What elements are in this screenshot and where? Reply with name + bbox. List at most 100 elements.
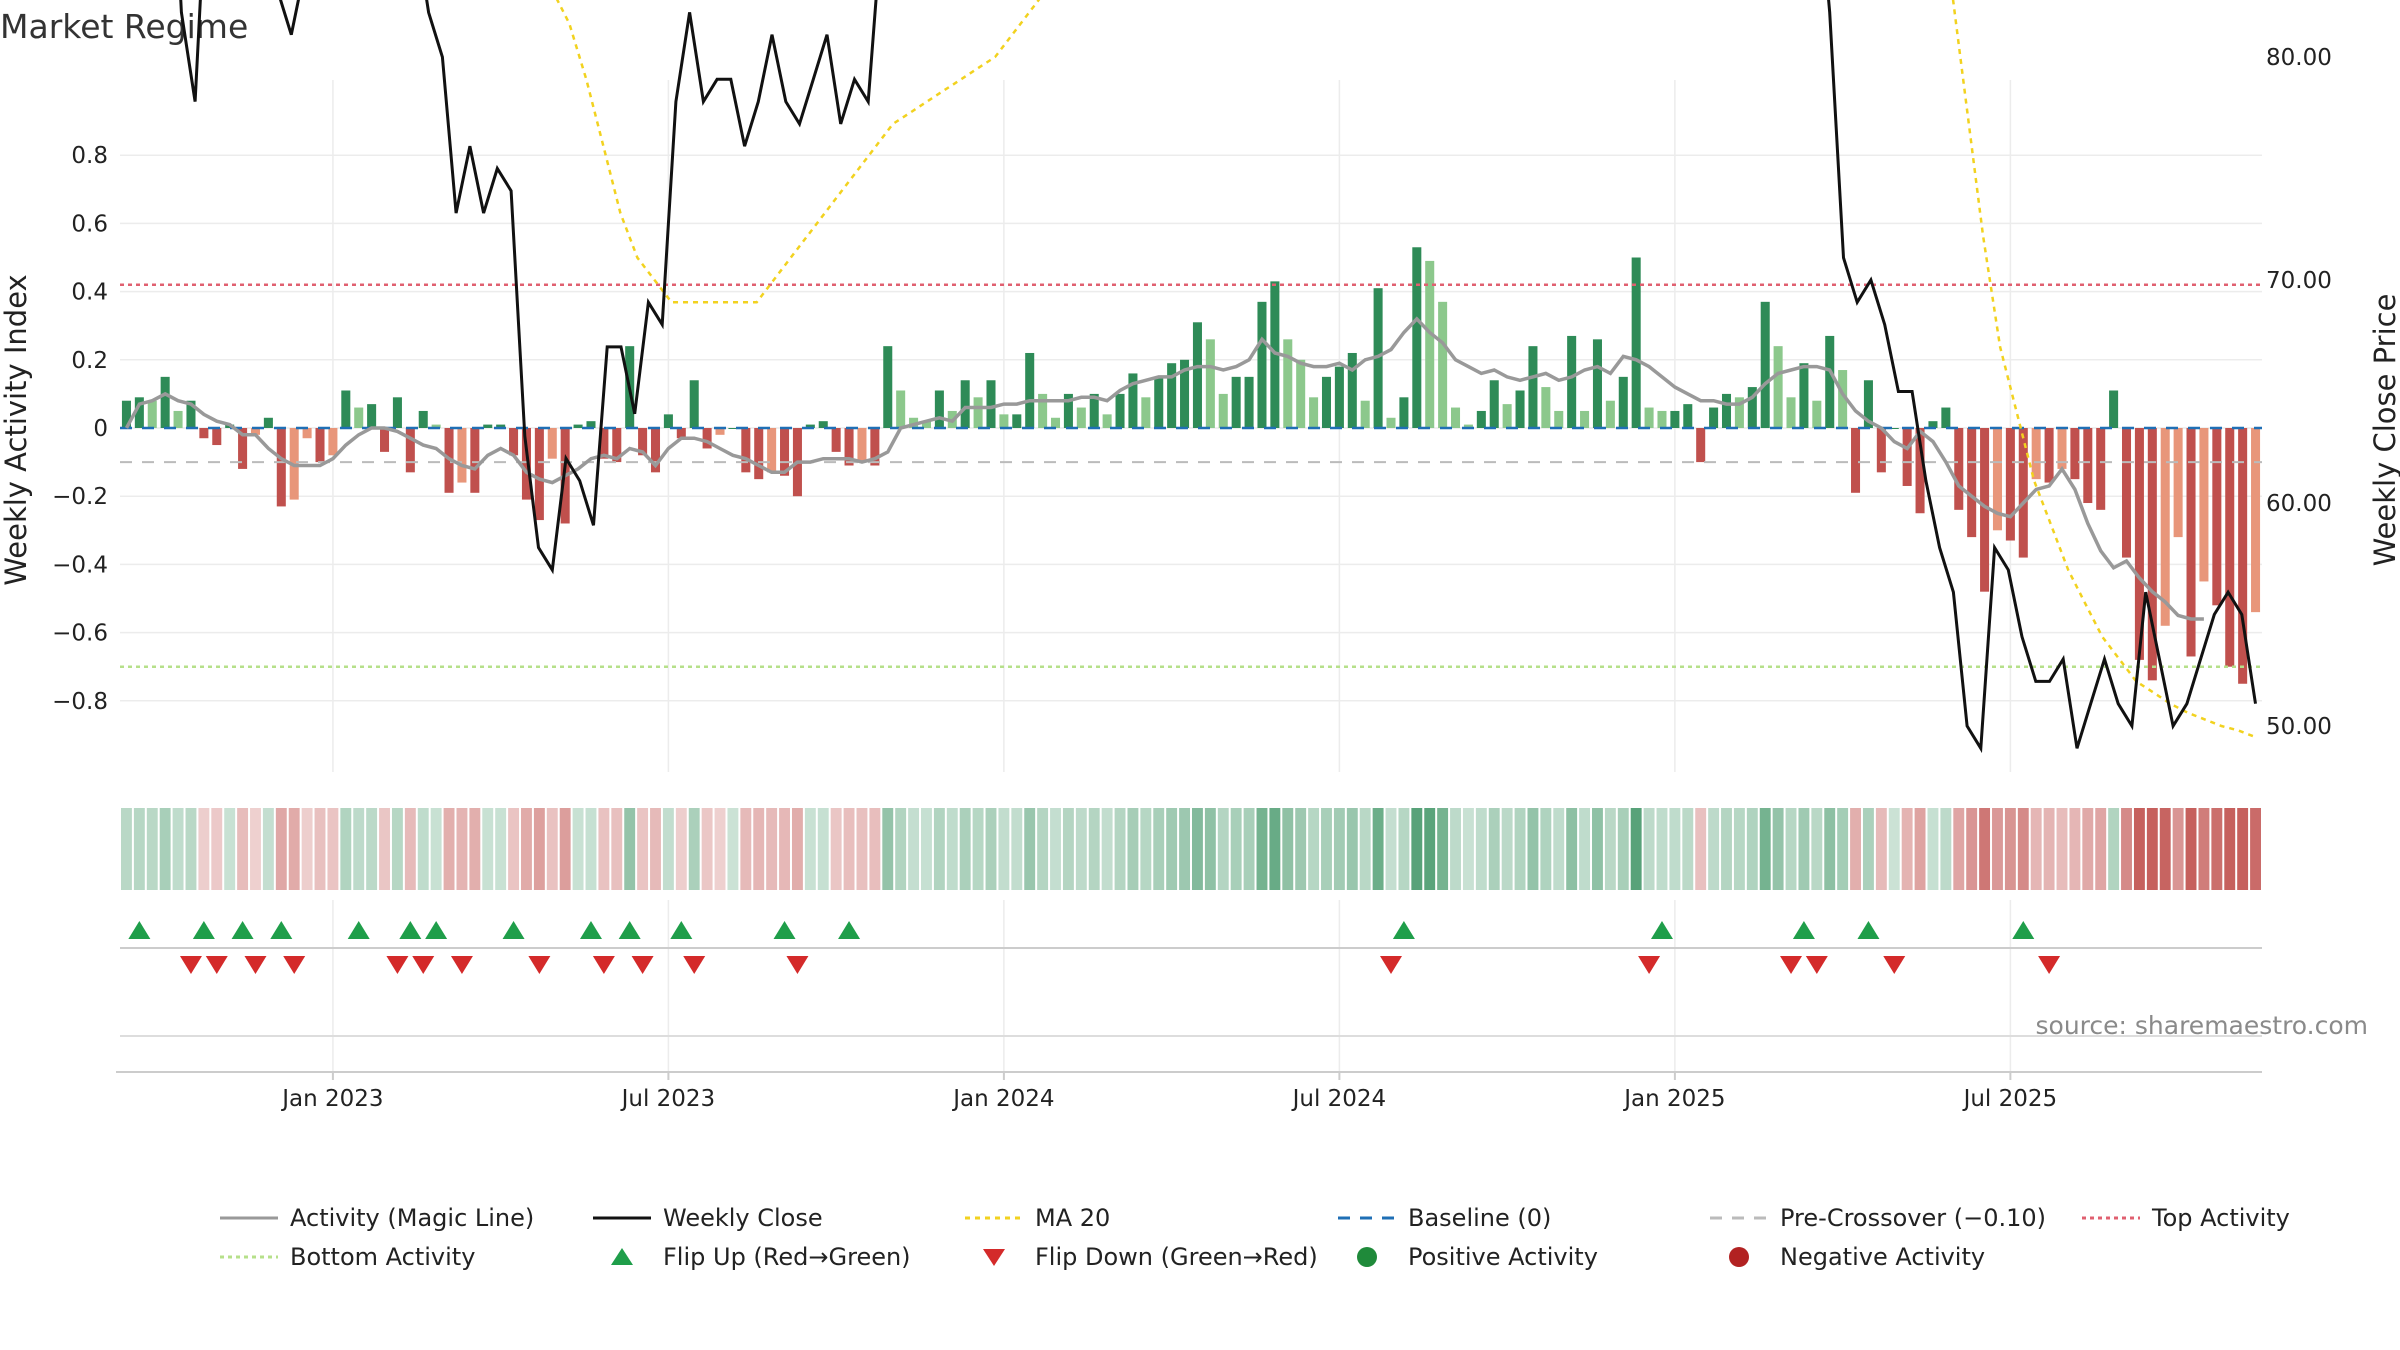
activity-bar [238, 428, 248, 469]
strip-cell [237, 808, 249, 890]
x-tick-label: Jul 2024 [1291, 1086, 1387, 1112]
strip-cell [1398, 808, 1410, 890]
strip-cell [1333, 808, 1345, 890]
strip-cell [1475, 808, 1487, 890]
strip-cell [1759, 808, 1771, 890]
strip-cell [1282, 808, 1294, 890]
strip-cell [675, 808, 687, 890]
activity-bar [1321, 376, 1332, 428]
flip-down-marker [2038, 956, 2061, 974]
activity-bar [1141, 397, 1151, 428]
strip-cell [495, 808, 507, 890]
y-left-tick-label: 0.2 [71, 348, 108, 374]
y-left-tick-label: −0.6 [52, 621, 108, 647]
flip-up-marker [618, 921, 641, 939]
magic-line [124, 316, 2204, 621]
activity-bar [831, 428, 841, 452]
flip-up-marker [1792, 921, 1815, 939]
flip-up-marker [838, 921, 861, 939]
activity-bar [1799, 363, 1809, 428]
strip-cell [2211, 808, 2223, 890]
x-tick-label: Jan 2024 [951, 1086, 1054, 1112]
activity-bar [186, 400, 196, 428]
strip-cell [1256, 808, 1268, 890]
strip-cell [2224, 808, 2236, 890]
activity-bar [1528, 346, 1538, 428]
activity-bar [147, 400, 157, 428]
flip-up-marker [1857, 921, 1880, 939]
strip-cell [1682, 808, 1694, 890]
legend-label: Flip Up (Red→Green) [663, 1243, 911, 1271]
activity-bar [134, 397, 144, 428]
activity-bar [1102, 414, 1112, 428]
flip-down-marker [450, 956, 473, 974]
activity-bar [2199, 428, 2209, 582]
activity-bar [2005, 428, 2015, 541]
strip-cell [701, 808, 713, 890]
strip-cell [1966, 808, 1978, 890]
activity-bar [1515, 390, 1525, 428]
weekly-close-line [179, 0, 2257, 754]
activity-bar [354, 407, 364, 428]
activity-bar [767, 428, 777, 473]
activity-bar [1851, 428, 1861, 493]
legend-label: Top Activity [2151, 1204, 2290, 1232]
strip-cell [275, 808, 287, 890]
legend-item: Pre-Crossover (−0.10) [1710, 1204, 2046, 1232]
strip-cell [1037, 808, 1049, 890]
legend-label: Activity (Magic Line) [290, 1204, 534, 1232]
strip-cell [1230, 808, 1242, 890]
activity-bar [612, 428, 622, 463]
activity-bar [1721, 393, 1732, 428]
strip-cell [714, 808, 726, 890]
activity-bar [1941, 407, 1951, 428]
activity-bar [1786, 397, 1796, 428]
activity-bar [1605, 400, 1615, 428]
strip-cell [791, 808, 803, 890]
activity-bar [250, 428, 261, 435]
activity-bar [160, 376, 170, 428]
flip-down-marker [786, 956, 809, 974]
activity-bar [1889, 428, 1899, 429]
activity-bar [392, 397, 402, 428]
strip-cell [1024, 808, 1036, 890]
strip-cell [1785, 808, 1797, 890]
legend-label: Positive Activity [1408, 1243, 1598, 1271]
strip-cell [1411, 808, 1423, 890]
strip-cell [1243, 808, 1255, 890]
x-tick-label: Jul 2023 [620, 1086, 716, 1112]
strip-cell [2108, 808, 2120, 890]
activity-bar [921, 421, 931, 428]
strip-cell [1862, 808, 1874, 890]
strip-cell [1385, 808, 1397, 890]
flip-up-marker [192, 921, 215, 939]
activity-bar [1696, 428, 1706, 463]
strip-cell [1437, 808, 1449, 890]
activity-bar [1386, 417, 1396, 428]
strip-cell [946, 808, 958, 890]
activity-bar [1025, 352, 1035, 428]
activity-bar [173, 410, 183, 428]
y-left-tick-label: 0.8 [71, 143, 108, 169]
strip-cell [572, 808, 584, 890]
strip-cell [1101, 808, 1113, 890]
strip-cell [1695, 808, 1707, 890]
strip-cell [998, 808, 1010, 890]
activity-bar [263, 417, 273, 428]
strip-cell [804, 808, 816, 890]
activity-bar [857, 428, 867, 463]
activity-bar [1541, 387, 1551, 428]
activity-bar [547, 428, 557, 459]
activity-bar [1928, 421, 1938, 428]
activity-bar [1438, 301, 1448, 428]
activity-bar [1218, 393, 1228, 428]
strip-cell [2043, 808, 2055, 890]
y-left-tick-label: −0.2 [52, 484, 108, 510]
activity-bar [1244, 376, 1254, 428]
y-left-tick-label: −0.4 [52, 552, 108, 578]
strip-cell [224, 808, 236, 890]
activity-bar [457, 428, 467, 483]
activity-bar [1399, 397, 1409, 428]
strip-cell [2198, 808, 2210, 890]
legend-item: Flip Down (Green→Red) [983, 1243, 1318, 1271]
